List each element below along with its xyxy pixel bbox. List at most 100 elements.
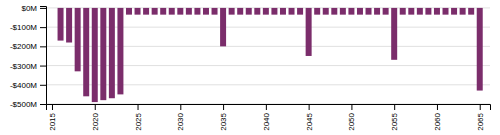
bar <box>83 8 89 96</box>
bar <box>468 8 474 15</box>
x-tick-mark <box>437 104 438 110</box>
bar <box>100 8 106 100</box>
bar <box>331 8 337 15</box>
bar <box>366 8 372 15</box>
bar <box>391 8 397 60</box>
y-tick-mark <box>40 104 46 105</box>
bar <box>348 8 354 15</box>
x-tick-label: 2025 <box>134 112 143 130</box>
y-tick-label: -$500M <box>10 100 37 109</box>
bar <box>280 8 286 15</box>
bar <box>314 8 320 15</box>
y-tick-mark <box>40 85 46 86</box>
bar <box>237 8 243 15</box>
bar <box>340 8 346 15</box>
bar <box>383 8 389 15</box>
x-tick-mark <box>480 104 481 110</box>
x-tick: 2050 <box>347 104 356 131</box>
y-tick: -$100M <box>10 23 46 32</box>
bar <box>408 8 414 15</box>
bar <box>75 8 81 71</box>
y-tick: -$500M <box>10 100 46 109</box>
bar <box>246 8 252 15</box>
y-tick-label: -$100M <box>10 23 37 32</box>
bar <box>425 8 431 15</box>
x-tick: 2065 <box>476 104 485 131</box>
bar <box>417 8 423 15</box>
x-tick-mark <box>138 104 139 110</box>
x-tick: 2030 <box>176 104 185 131</box>
x-tick-mark <box>351 104 352 110</box>
bar <box>186 8 192 15</box>
bar <box>126 8 132 15</box>
plot: $0M -$100M -$200M -$300M -$400M -$500M 2015 202… <box>10 4 491 131</box>
grid <box>46 8 490 104</box>
y-tick-label: -$400M <box>10 81 37 90</box>
bar <box>263 8 269 15</box>
bar <box>477 8 483 91</box>
x-tick-mark <box>180 104 181 110</box>
x-tick-label: 2065 <box>476 112 485 130</box>
y-tick-mark <box>40 8 46 9</box>
x-tick-mark <box>266 104 267 110</box>
bar <box>177 8 183 15</box>
x-tick-label: 2035 <box>219 112 228 130</box>
bar <box>323 8 329 15</box>
x-tick-label: 2020 <box>91 112 100 130</box>
bar <box>443 8 449 15</box>
x-tick: 2035 <box>219 104 228 131</box>
y-tick: -$300M <box>10 62 46 71</box>
x-tick-mark <box>394 104 395 110</box>
bar <box>306 8 312 56</box>
bar <box>66 8 72 43</box>
x-tick: 2045 <box>305 104 314 131</box>
bar <box>451 8 457 15</box>
bar <box>194 8 200 15</box>
bar <box>400 8 406 15</box>
bar <box>169 8 175 15</box>
y-tick-mark <box>40 27 46 28</box>
bar <box>203 8 209 15</box>
bar <box>135 8 141 15</box>
bar <box>220 8 226 46</box>
y-axis: $0M -$100M -$200M -$300M -$400M -$500M <box>10 4 47 109</box>
bar <box>357 8 363 15</box>
bars <box>58 8 483 102</box>
x-tick-mark <box>95 104 96 110</box>
bar <box>289 8 295 15</box>
bar <box>160 8 166 15</box>
y-tick-label: -$300M <box>10 62 37 71</box>
x-tick-mark <box>223 104 224 110</box>
x-axis: 2015 2020 2025 2030 2035 2040 2045 2050 2055 2060… <box>47 104 491 131</box>
bar <box>143 8 149 15</box>
bar <box>254 8 260 15</box>
x-tick: 2040 <box>262 104 271 131</box>
y-tick: -$400M <box>10 81 46 90</box>
y-tick-label: -$200M <box>10 42 37 51</box>
x-axis-line <box>47 105 491 111</box>
bar <box>152 8 158 15</box>
bar <box>109 8 115 98</box>
x-tick-label: 2015 <box>48 112 57 130</box>
x-tick: 2055 <box>390 104 399 131</box>
bar <box>271 8 277 15</box>
x-tick-mark <box>52 104 53 110</box>
x-tick-label: 2060 <box>433 112 442 130</box>
bar <box>434 8 440 15</box>
x-tick: 2060 <box>433 104 442 131</box>
x-tick-mark <box>309 104 310 110</box>
x-tick-label: 2045 <box>305 112 314 130</box>
y-tick-mark <box>40 66 46 67</box>
bar <box>92 8 98 102</box>
bar <box>58 8 64 41</box>
bar <box>460 8 466 15</box>
y-tick-mark <box>40 46 46 47</box>
y-tick-label: $0M <box>21 4 37 13</box>
x-tick-label: 2030 <box>176 112 185 130</box>
bar <box>229 8 235 15</box>
y-tick: $0M <box>21 4 46 13</box>
bar <box>297 8 303 15</box>
bar <box>117 8 123 94</box>
x-tick: 2015 <box>48 104 57 131</box>
bar <box>212 8 218 15</box>
